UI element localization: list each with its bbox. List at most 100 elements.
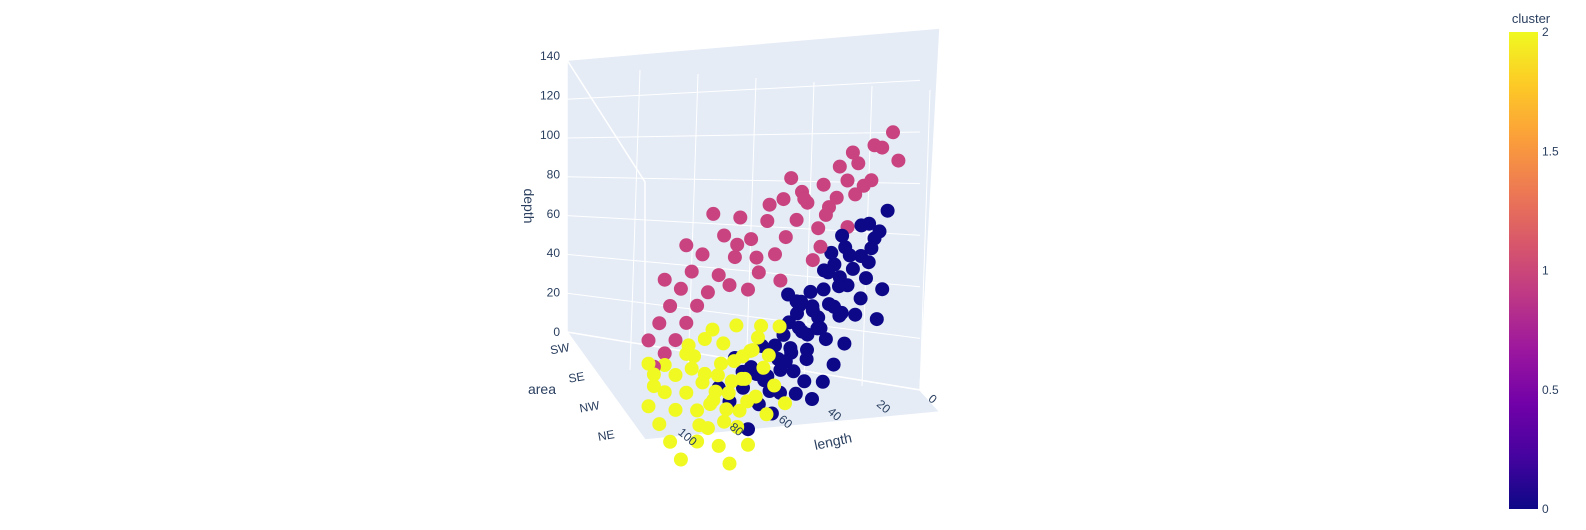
data-point-cluster-2[interactable]	[684, 361, 699, 376]
data-point-cluster-2[interactable]	[705, 322, 720, 337]
data-point-cluster-2[interactable]	[745, 343, 760, 358]
data-point-cluster-1[interactable]	[818, 207, 833, 222]
data-point-cluster-2[interactable]	[697, 366, 712, 381]
data-point-cluster-1[interactable]	[768, 247, 782, 262]
data-point-cluster-0[interactable]	[864, 241, 879, 256]
data-point-cluster-1[interactable]	[813, 239, 828, 254]
data-point-cluster-1[interactable]	[891, 153, 906, 168]
data-point-cluster-1[interactable]	[789, 212, 804, 227]
data-point-cluster-0[interactable]	[788, 386, 803, 401]
data-point-cluster-0[interactable]	[797, 374, 812, 389]
data-point-cluster-2[interactable]	[673, 452, 688, 467]
data-point-cluster-2[interactable]	[714, 356, 728, 371]
data-point-cluster-0[interactable]	[853, 291, 868, 306]
data-point-cluster-2[interactable]	[703, 397, 718, 412]
data-point-cluster-1[interactable]	[690, 298, 705, 313]
data-point-cluster-1[interactable]	[679, 315, 694, 330]
data-point-cluster-1[interactable]	[700, 285, 715, 300]
data-point-cluster-1[interactable]	[733, 210, 748, 225]
data-point-cluster-1[interactable]	[663, 299, 678, 313]
data-point-cluster-1[interactable]	[776, 192, 791, 207]
data-point-cluster-0[interactable]	[805, 392, 819, 406]
data-point-cluster-2[interactable]	[692, 418, 707, 433]
data-point-cluster-2[interactable]	[679, 385, 694, 400]
data-point-cluster-1[interactable]	[684, 264, 699, 279]
data-point-cluster-0[interactable]	[859, 271, 873, 286]
data-point-cluster-0[interactable]	[818, 332, 833, 347]
data-point-cluster-0[interactable]	[741, 422, 755, 437]
data-point-cluster-2[interactable]	[729, 318, 744, 333]
data-point-cluster-2[interactable]	[690, 434, 705, 449]
data-point-cluster-0[interactable]	[805, 299, 820, 314]
data-point-cluster-1[interactable]	[829, 190, 844, 205]
data-point-cluster-0[interactable]	[842, 248, 857, 263]
data-point-cluster-2[interactable]	[711, 438, 726, 453]
data-point-cluster-0[interactable]	[835, 228, 850, 243]
data-point-cluster-0[interactable]	[861, 255, 876, 270]
data-point-cluster-2[interactable]	[727, 354, 742, 369]
data-point-cluster-2[interactable]	[717, 414, 732, 429]
data-point-cluster-2[interactable]	[641, 356, 656, 371]
data-point-cluster-2[interactable]	[772, 319, 787, 334]
data-point-cluster-0[interactable]	[773, 362, 788, 377]
data-point-cluster-1[interactable]	[760, 214, 775, 228]
data-point-cluster-1[interactable]	[741, 282, 755, 297]
data-point-cluster-1[interactable]	[848, 187, 863, 202]
data-point-cluster-2[interactable]	[754, 318, 769, 333]
data-point-cluster-2[interactable]	[767, 378, 782, 393]
data-point-cluster-1[interactable]	[717, 228, 732, 243]
data-point-cluster-1[interactable]	[730, 237, 745, 252]
data-point-cluster-1[interactable]	[832, 159, 847, 174]
data-point-cluster-1[interactable]	[762, 197, 777, 212]
data-point-cluster-1[interactable]	[679, 238, 694, 253]
data-point-cluster-2[interactable]	[668, 402, 683, 417]
data-point-cluster-2[interactable]	[719, 402, 734, 417]
data-point-cluster-1[interactable]	[722, 278, 737, 293]
data-point-cluster-2[interactable]	[710, 368, 725, 383]
data-point-cluster-0[interactable]	[794, 294, 809, 309]
data-point-cluster-1[interactable]	[864, 173, 879, 188]
data-point-cluster-1[interactable]	[673, 281, 688, 296]
data-point-cluster-1[interactable]	[657, 346, 672, 361]
data-point-cluster-0[interactable]	[791, 320, 806, 335]
data-point-cluster-2[interactable]	[730, 420, 745, 434]
data-point-cluster-1[interactable]	[773, 273, 788, 288]
data-point-cluster-2[interactable]	[759, 407, 774, 422]
data-point-cluster-2[interactable]	[734, 371, 749, 386]
data-point-cluster-1[interactable]	[840, 173, 855, 188]
data-point-cluster-2[interactable]	[778, 396, 792, 411]
data-point-cluster-2[interactable]	[721, 386, 736, 400]
data-point-cluster-2[interactable]	[732, 403, 747, 418]
data-point-cluster-2[interactable]	[668, 368, 683, 382]
data-point-cluster-1[interactable]	[875, 140, 890, 155]
data-point-cluster-1[interactable]	[641, 333, 656, 348]
data-point-cluster-2[interactable]	[716, 336, 731, 351]
data-point-cluster-0[interactable]	[790, 306, 804, 321]
data-point-cluster-1[interactable]	[778, 230, 793, 245]
data-point-cluster-0[interactable]	[810, 321, 825, 336]
data-point-cluster-0[interactable]	[862, 216, 877, 231]
data-point-cluster-0[interactable]	[815, 374, 830, 389]
data-point-cluster-1[interactable]	[816, 177, 831, 192]
data-point-cluster-2[interactable]	[646, 379, 661, 394]
data-point-cluster-1[interactable]	[797, 191, 812, 206]
data-point-cluster-2[interactable]	[697, 332, 712, 346]
data-point-cluster-0[interactable]	[816, 282, 831, 297]
data-point-cluster-1[interactable]	[727, 250, 742, 265]
data-point-cluster-2[interactable]	[740, 394, 755, 409]
data-point-cluster-1[interactable]	[711, 268, 726, 283]
data-point-cluster-0[interactable]	[880, 203, 895, 218]
data-point-cluster-0[interactable]	[869, 312, 884, 327]
data-point-cluster-0[interactable]	[783, 341, 798, 356]
data-point-cluster-1[interactable]	[845, 145, 860, 160]
data-point-cluster-0[interactable]	[826, 357, 841, 372]
data-point-cluster-2[interactable]	[751, 330, 765, 345]
data-point-cluster-0[interactable]	[824, 245, 839, 260]
data-point-cluster-1[interactable]	[668, 333, 683, 348]
data-point-cluster-0[interactable]	[834, 305, 849, 320]
data-point-cluster-2[interactable]	[708, 384, 723, 399]
data-point-cluster-0[interactable]	[803, 284, 818, 299]
data-point-cluster-0[interactable]	[781, 287, 796, 302]
data-point-cluster-2[interactable]	[687, 349, 701, 364]
data-point-cluster-2[interactable]	[761, 348, 776, 363]
